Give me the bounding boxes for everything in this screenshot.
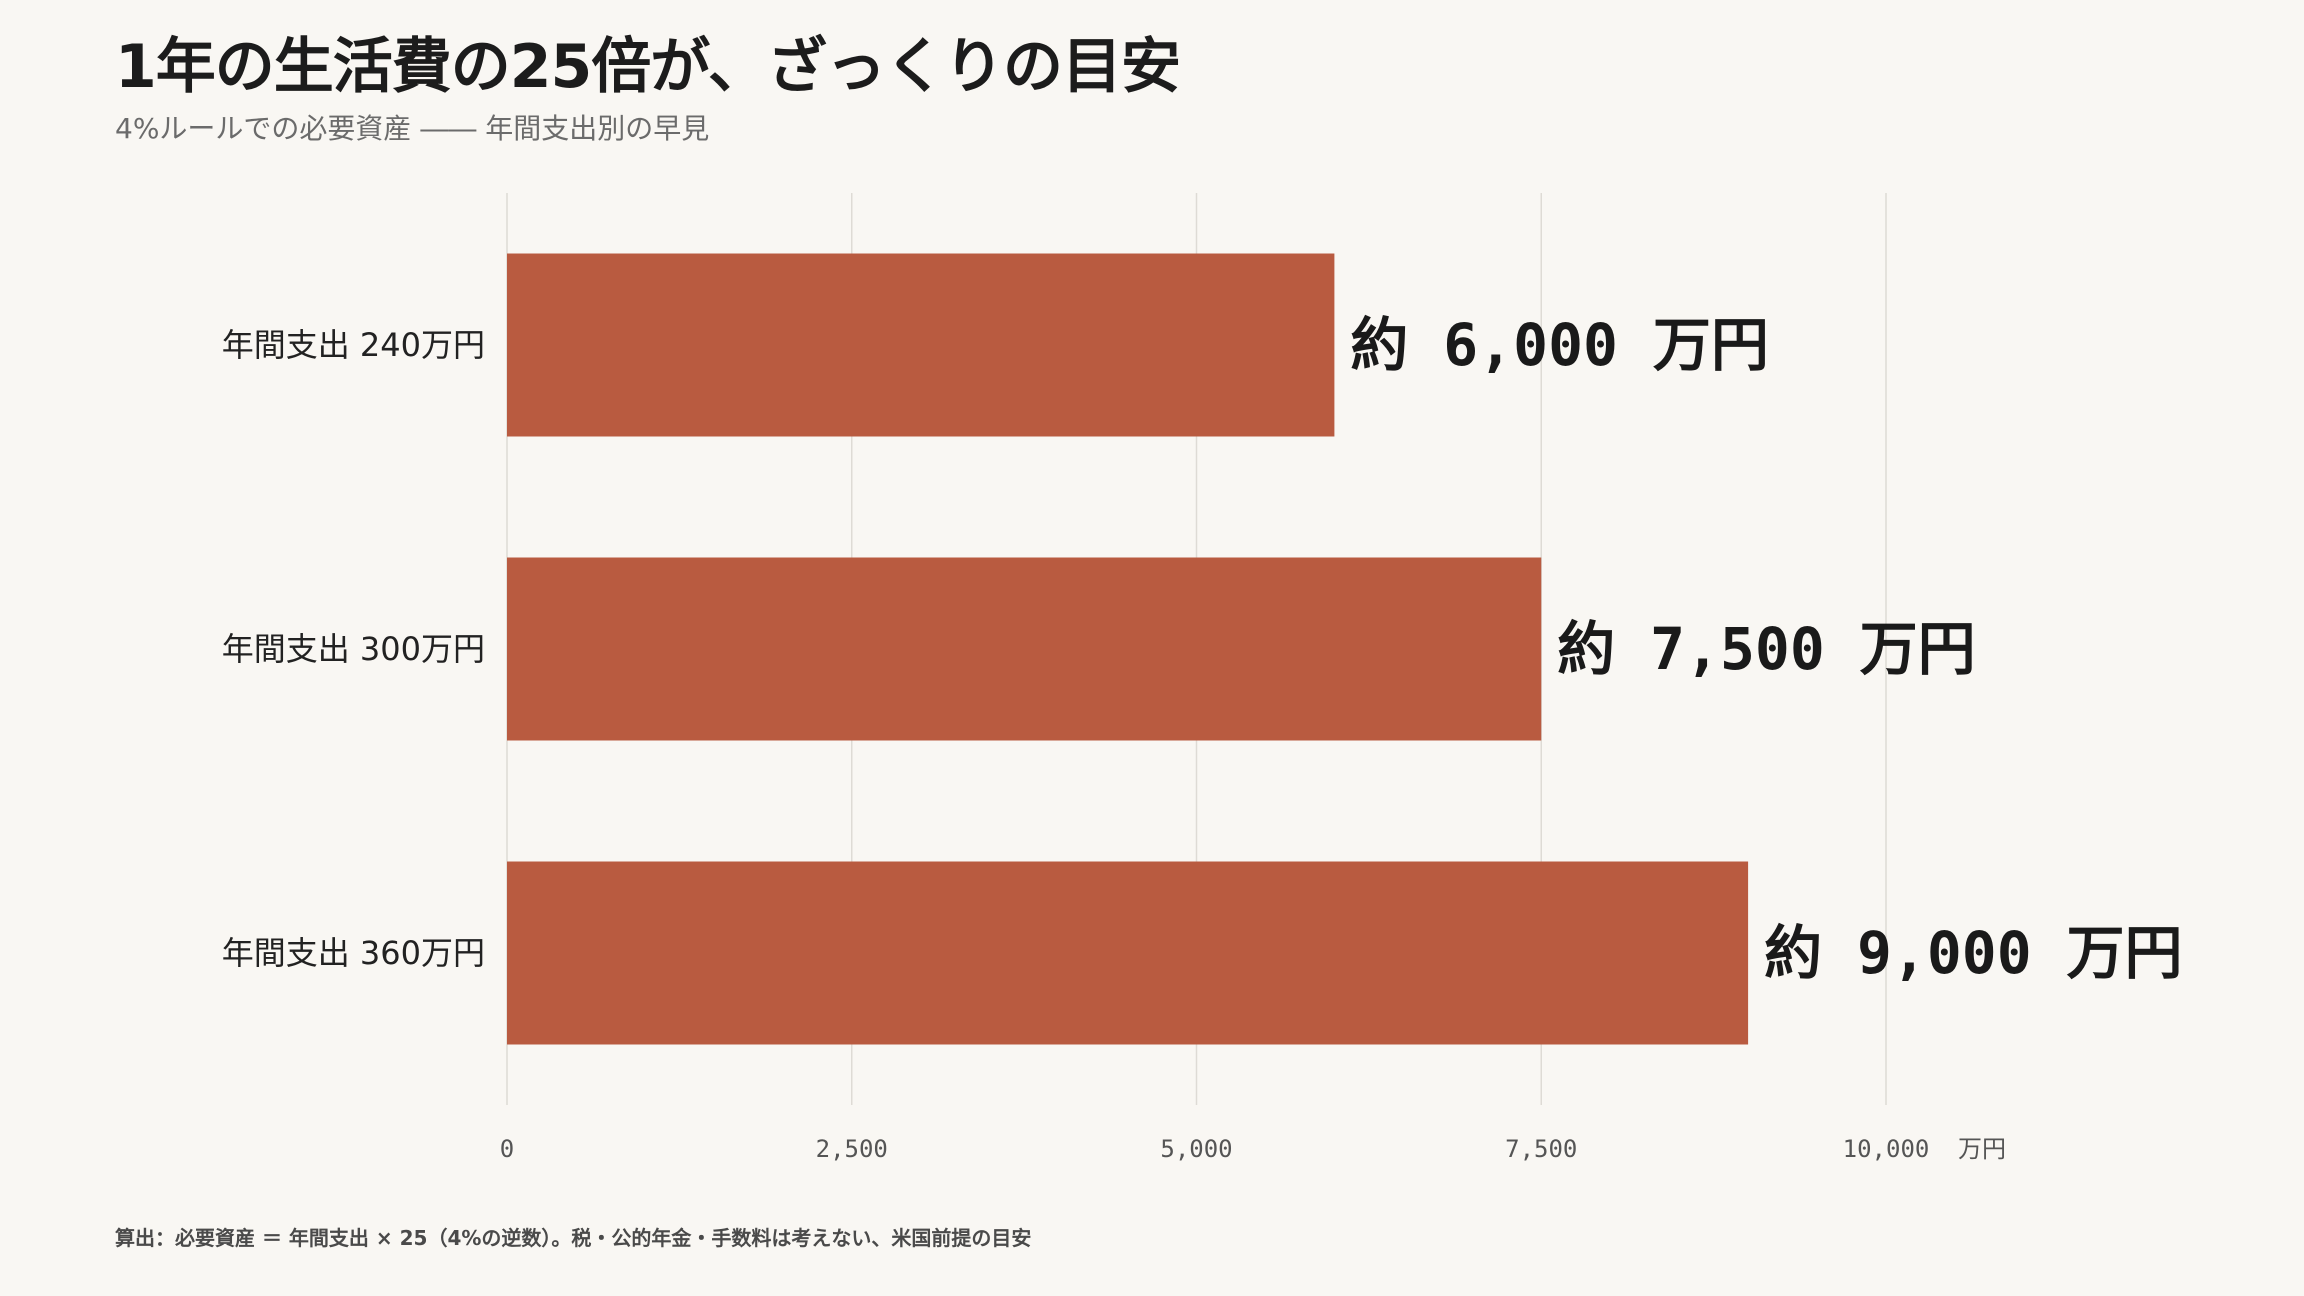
footnote: 算出：必要資産 ＝ 年間支出 × 25（4%の逆数）。税・公的年金・手数料は考え…	[115, 1226, 1032, 1250]
category-label: 年間支出 240万円	[222, 326, 485, 364]
data-label: 約 7,500 万円	[1557, 615, 1975, 683]
category-label: 年間支出 360万円	[222, 934, 485, 972]
data-label: 約 6,000 万円	[1350, 311, 1768, 379]
x-tick-label: 10,000	[1843, 1135, 1930, 1163]
x-tick-label: 7,500	[1505, 1135, 1577, 1163]
bars	[507, 253, 1749, 1045]
chart-title: 1年の生活費の25倍が、ざっくりの目安	[115, 32, 1181, 102]
x-axis-unit: 万円	[1958, 1135, 2006, 1163]
bar	[507, 861, 1749, 1045]
category-label: 年間支出 300万円	[222, 630, 485, 668]
bar	[507, 253, 1335, 437]
data-label: 約 9,000 万円	[1764, 919, 2182, 987]
x-tick-label: 2,500	[816, 1135, 888, 1163]
x-axis: 0 2,500 5,000 7,500 10,000 万円	[500, 1135, 2006, 1163]
bar	[507, 557, 1542, 741]
x-tick-label: 0	[500, 1135, 514, 1163]
x-tick-label: 5,000	[1160, 1135, 1232, 1163]
chart-subtitle: 4%ルールでの必要資産 ―― 年間支出別の早見	[115, 112, 710, 145]
